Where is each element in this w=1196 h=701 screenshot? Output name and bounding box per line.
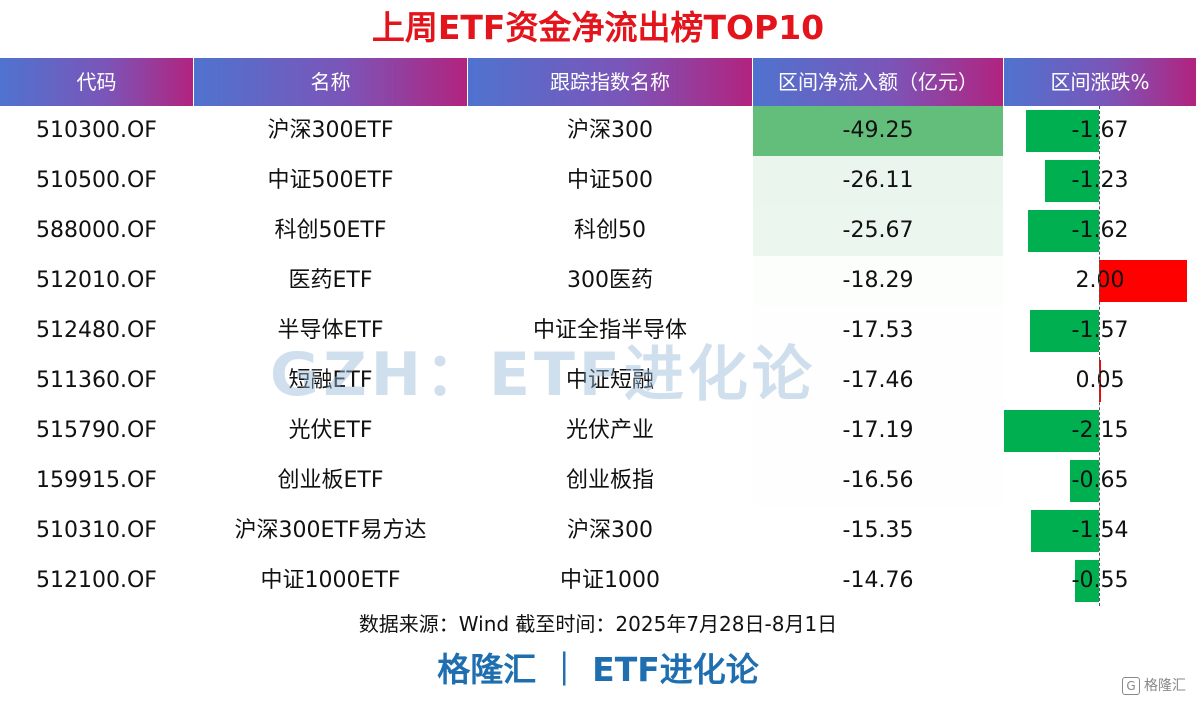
flow-heat-cell (753, 156, 1003, 206)
table-row: 588000.OF 科创50ETF 科创50 -25.67 -1.62 (0, 206, 1196, 256)
change-bar (1099, 360, 1102, 402)
brand-icon: G (1122, 677, 1140, 695)
brand-footer: 格隆汇 ｜ ETF进化论 (437, 650, 759, 689)
cell-name: 光伏ETF (288, 418, 373, 443)
cell-code: 511360.OF (36, 368, 157, 393)
flow-heat-cell (753, 256, 1003, 306)
corner-logo-text: 格隆汇 (1144, 678, 1186, 694)
table-row: 512100.OF 中证1000ETF 中证1000 -14.76 -0.55 (0, 556, 1196, 606)
header-name: 名称 (194, 58, 467, 106)
cell-flow: -49.25 (842, 118, 914, 143)
header-change: 区间涨跌% (1004, 58, 1196, 106)
cell-index: 光伏产业 (565, 418, 654, 443)
cell-code: 512480.OF (36, 318, 157, 343)
cell-flow: -17.46 (842, 368, 914, 393)
cell-code: 510310.OF (36, 518, 157, 543)
cell-change: -1.23 (1071, 168, 1129, 193)
change-bar (1074, 560, 1099, 602)
cell-index: 沪深300 (567, 118, 653, 143)
source-note: 数据来源：Wind 截至时间：2025年7月28日-8月1日 (358, 612, 838, 636)
change-zero-axis (1099, 106, 1100, 606)
header-flow: 区间净流入额（亿元） (753, 58, 1003, 106)
cell-flow: -15.35 (842, 518, 914, 543)
flow-heat-cell (753, 306, 1003, 356)
cell-index: 中证1000 (560, 568, 660, 593)
cell-code: 515790.OF (36, 418, 157, 443)
change-bar (1044, 160, 1099, 202)
flow-heat-cell (753, 206, 1003, 256)
flow-heat-cell (753, 506, 1003, 556)
cell-change: -2.15 (1071, 418, 1129, 443)
cell-change: -0.65 (1071, 468, 1129, 493)
cell-name: 短融ETF (288, 368, 373, 393)
flow-heat-cell (753, 106, 1003, 156)
table-row: 515790.OF 光伏ETF 光伏产业 -17.19 -2.15 (0, 406, 1196, 456)
cell-code: 512100.OF (36, 568, 157, 593)
chart-title: 上周ETF资金净流出榜TOP10 (371, 8, 825, 47)
table-row: 512010.OF 医药ETF 300医药 -18.29 2.00 (0, 256, 1196, 306)
cell-name: 中证1000ETF (260, 568, 401, 593)
watermark: GZH：ETF进化论 (270, 340, 816, 410)
change-bar (1029, 310, 1099, 352)
change-bar (1031, 510, 1099, 552)
cell-change: -1.67 (1071, 118, 1129, 143)
table-row: 510300.OF 沪深300ETF 沪深300 -49.25 -1.67 (0, 106, 1196, 156)
cell-code: 512010.OF (36, 268, 157, 293)
cell-index: 沪深300 (567, 518, 653, 543)
cell-change: 2.00 (1075, 268, 1125, 293)
cell-flow: -26.11 (842, 168, 914, 193)
cell-change: -0.55 (1071, 568, 1129, 593)
header-code: 代码 (0, 58, 193, 106)
cell-code: 588000.OF (36, 218, 157, 243)
cell-index: 中证全指半导体 (532, 318, 687, 343)
cell-name: 科创50ETF (274, 218, 387, 243)
cell-flow: -25.67 (842, 218, 914, 243)
cell-index: 中证500 (567, 168, 653, 193)
change-bar (1004, 410, 1099, 452)
cell-index: 创业板指 (565, 468, 654, 493)
cell-index: 中证短融 (565, 368, 654, 393)
cell-code: 159915.OF (36, 468, 157, 493)
cell-code: 510500.OF (36, 168, 157, 193)
cell-change: -1.54 (1071, 518, 1129, 543)
change-bar (1070, 460, 1099, 502)
flow-heat-cell (753, 356, 1003, 406)
header-index: 跟踪指数名称 (468, 58, 752, 106)
change-bar (1025, 110, 1099, 152)
cell-name: 医药ETF (288, 268, 373, 293)
change-bar (1099, 260, 1187, 302)
cell-flow: -17.19 (842, 418, 914, 443)
cell-name: 中证500ETF (267, 168, 394, 193)
cell-change: -1.62 (1071, 218, 1129, 243)
cell-index: 科创50 (574, 218, 646, 243)
cell-name: 创业板ETF (277, 468, 384, 493)
cell-flow: -16.56 (842, 468, 914, 493)
table-row: 510310.OF 沪深300ETF易方达 沪深300 -15.35 -1.54 (0, 506, 1196, 556)
table-row: 510500.OF 中证500ETF 中证500 -26.11 -1.23 (0, 156, 1196, 206)
corner-logo: G 格隆汇 (1122, 676, 1186, 696)
table-row: 512480.OF 半导体ETF 中证全指半导体 -17.53 -1.57 (0, 306, 1196, 356)
flow-heat-cell (753, 406, 1003, 456)
cell-change: 0.05 (1075, 368, 1125, 393)
cell-name: 沪深300ETF易方达 (234, 518, 427, 543)
change-bar (1027, 210, 1099, 252)
cell-flow: -18.29 (842, 268, 914, 293)
table-row: 159915.OF 创业板ETF 创业板指 -16.56 -0.65 (0, 456, 1196, 506)
cell-index: 300医药 (567, 268, 653, 293)
cell-name: 沪深300ETF (267, 118, 394, 143)
flow-heat-cell (753, 456, 1003, 506)
table-row: 511360.OF 短融ETF 中证短融 -17.46 0.05 (0, 356, 1196, 406)
cell-flow: -14.76 (842, 568, 914, 593)
cell-name: 半导体ETF (277, 318, 384, 343)
flow-heat-cell (753, 556, 1003, 606)
cell-change: -1.57 (1071, 318, 1129, 343)
cell-code: 510300.OF (36, 118, 157, 143)
cell-flow: -17.53 (842, 318, 914, 343)
